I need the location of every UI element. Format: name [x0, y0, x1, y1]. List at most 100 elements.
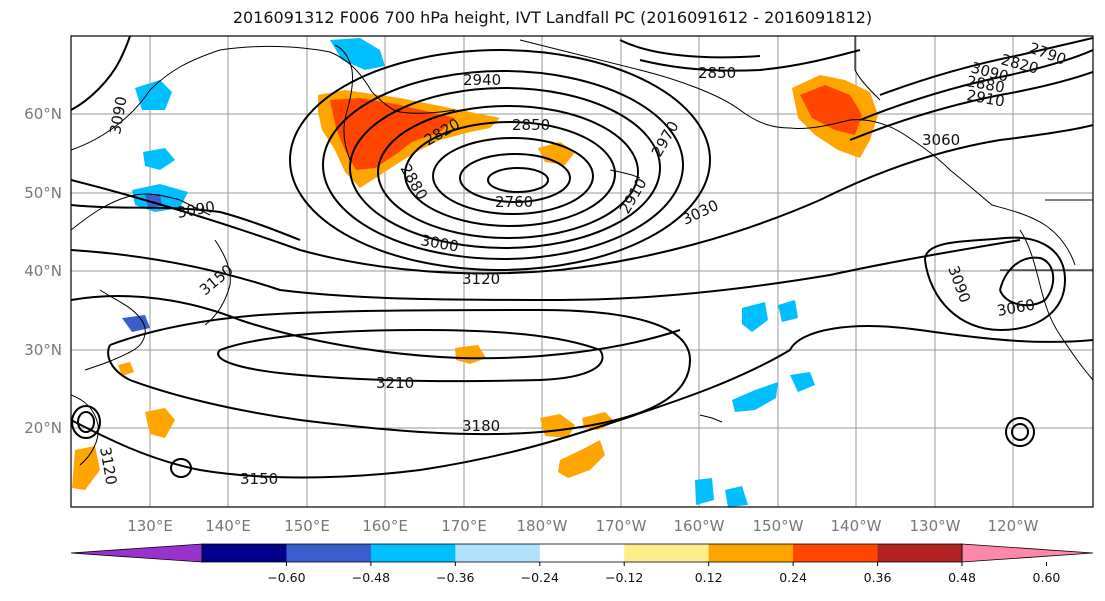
lon-tick-label: 150°E	[284, 517, 330, 535]
colorbar-extend-low	[70, 543, 203, 563]
ivt-patch-strong	[330, 98, 455, 170]
contour-line	[71, 204, 301, 241]
ivt-patch-negative	[135, 80, 172, 110]
contour-ring	[432, 137, 594, 215]
contour-line	[71, 239, 1021, 302]
colorbar-segment	[202, 544, 287, 562]
ivt-patch-negative	[330, 38, 385, 70]
contour-line	[859, 49, 1093, 121]
colorbar-ticks: −0.60 −0.48 −0.36 −0.24 −0.12 0.12 0.24 0.36 0.4…	[267, 562, 1060, 585]
lat-tick-label: 40°N	[24, 262, 62, 280]
contour-label: 3060	[922, 131, 960, 149]
colorbar-tick-label: −0.24	[521, 570, 559, 585]
colorbar-tick-label: 0.24	[779, 570, 807, 585]
colorbar-outline	[201, 543, 963, 563]
contour-line	[924, 236, 1067, 332]
ivt-patch-positive	[558, 440, 605, 478]
ivt-patch-negative	[742, 302, 768, 332]
colorbar-segment	[793, 544, 879, 562]
contour-low-center	[487, 167, 549, 193]
contour-small-high	[170, 458, 192, 478]
colorbar-tick-label: 0.36	[864, 570, 892, 585]
lon-tick-label: 160°E	[362, 517, 408, 535]
contour-line	[999, 256, 1055, 307]
colorbar-segment	[370, 544, 456, 562]
colorbar-tick-label: 0.48	[948, 570, 976, 585]
contour-ring	[349, 87, 661, 249]
contour-label: 2940	[463, 71, 501, 89]
contour-ring	[377, 105, 639, 239]
colorbar-segment	[624, 544, 710, 562]
lon-tick-label: 170°E	[441, 517, 487, 535]
lon-tick-label: 140°W	[831, 517, 882, 535]
ivt-patch-positive	[145, 408, 175, 438]
lat-tick-label: 20°N	[24, 419, 62, 437]
contour-ring	[322, 70, 684, 260]
lat-tick-label: 30°N	[24, 341, 62, 359]
ivt-patch-positive	[72, 446, 100, 490]
ivt-patch-negative	[725, 486, 748, 507]
colorbar-segment	[877, 544, 963, 562]
ivt-patch-positive	[118, 362, 134, 376]
coastlines	[71, 36, 1093, 466]
contour-line	[639, 49, 861, 72]
ivt-patch-negative	[695, 478, 714, 505]
colorbar-tick-label: 0.60	[1033, 570, 1061, 585]
colorbar-tick-label: −0.60	[267, 570, 305, 585]
contour-line	[107, 308, 692, 436]
contour-label: 2850	[512, 116, 550, 134]
ivt-patch-negative	[143, 148, 175, 170]
colorbar-tick-label: −0.48	[352, 570, 390, 585]
contour-label: 2850	[698, 64, 736, 82]
contour-line	[71, 124, 1093, 275]
contour-tight-ring	[1011, 423, 1029, 441]
contour-line	[71, 295, 681, 360]
lon-tick-label: 130°E	[127, 517, 173, 535]
lat-tick-label: 60°N	[24, 105, 62, 123]
contour-ring	[459, 153, 571, 203]
contour-tight-ring	[1005, 417, 1035, 447]
colorbar	[70, 543, 1094, 563]
colorbar-segment	[539, 544, 625, 562]
map-title: 2016091312 F006 700 hPa height, IVT Land…	[232, 8, 873, 27]
colorbar-segment	[708, 544, 794, 562]
colorbar-tick-label: −0.36	[436, 570, 474, 585]
colorbar-segment	[286, 544, 372, 562]
lon-tick-label: 160°W	[674, 517, 725, 535]
lon-tick-label: 130°W	[910, 517, 961, 535]
height-contours	[71, 36, 1093, 479]
contour-ring	[404, 121, 616, 227]
ivt-shading	[72, 38, 878, 507]
ivt-patch-negative	[732, 382, 778, 412]
colorbar-tick-label: 0.12	[695, 570, 723, 585]
lon-tick-label: 120°W	[988, 517, 1039, 535]
contour-line	[619, 39, 761, 59]
colorbar-tick-label: −0.12	[605, 570, 643, 585]
lon-tick-label: 150°W	[753, 517, 804, 535]
ivt-patch-strong	[800, 85, 862, 135]
contour-label: 3180	[462, 417, 500, 435]
ivt-patch-negative	[790, 372, 815, 392]
ivt-patch-negative	[122, 315, 150, 332]
contour-tight-ring	[71, 405, 101, 439]
colorbar-extend-high	[961, 543, 1094, 563]
lon-tick-label: 180°W	[517, 517, 568, 535]
contour-line	[217, 328, 604, 383]
colorbar-segment	[455, 544, 541, 562]
contour-line	[71, 325, 1093, 479]
lon-tick-label: 140°E	[205, 517, 251, 535]
contour-label: 3150	[240, 470, 278, 488]
contour-line	[849, 71, 1093, 141]
contour-tight-ring	[77, 411, 95, 433]
contour-label: 3120	[462, 270, 500, 288]
lat-tick-labels: 60°N 50°N 40°N 30°N 20°N	[24, 105, 62, 437]
lat-tick-label: 50°N	[24, 184, 62, 202]
map-frame	[70, 35, 1094, 508]
lon-tick-labels: 130°E 140°E 150°E 160°E 170°E 180°W 170°…	[127, 517, 1038, 535]
contour-label: 2760	[495, 193, 533, 211]
contour-ring	[289, 49, 711, 271]
ivt-patch-negative	[778, 300, 798, 322]
contour-line	[879, 37, 1093, 96]
contour-line	[71, 36, 131, 111]
